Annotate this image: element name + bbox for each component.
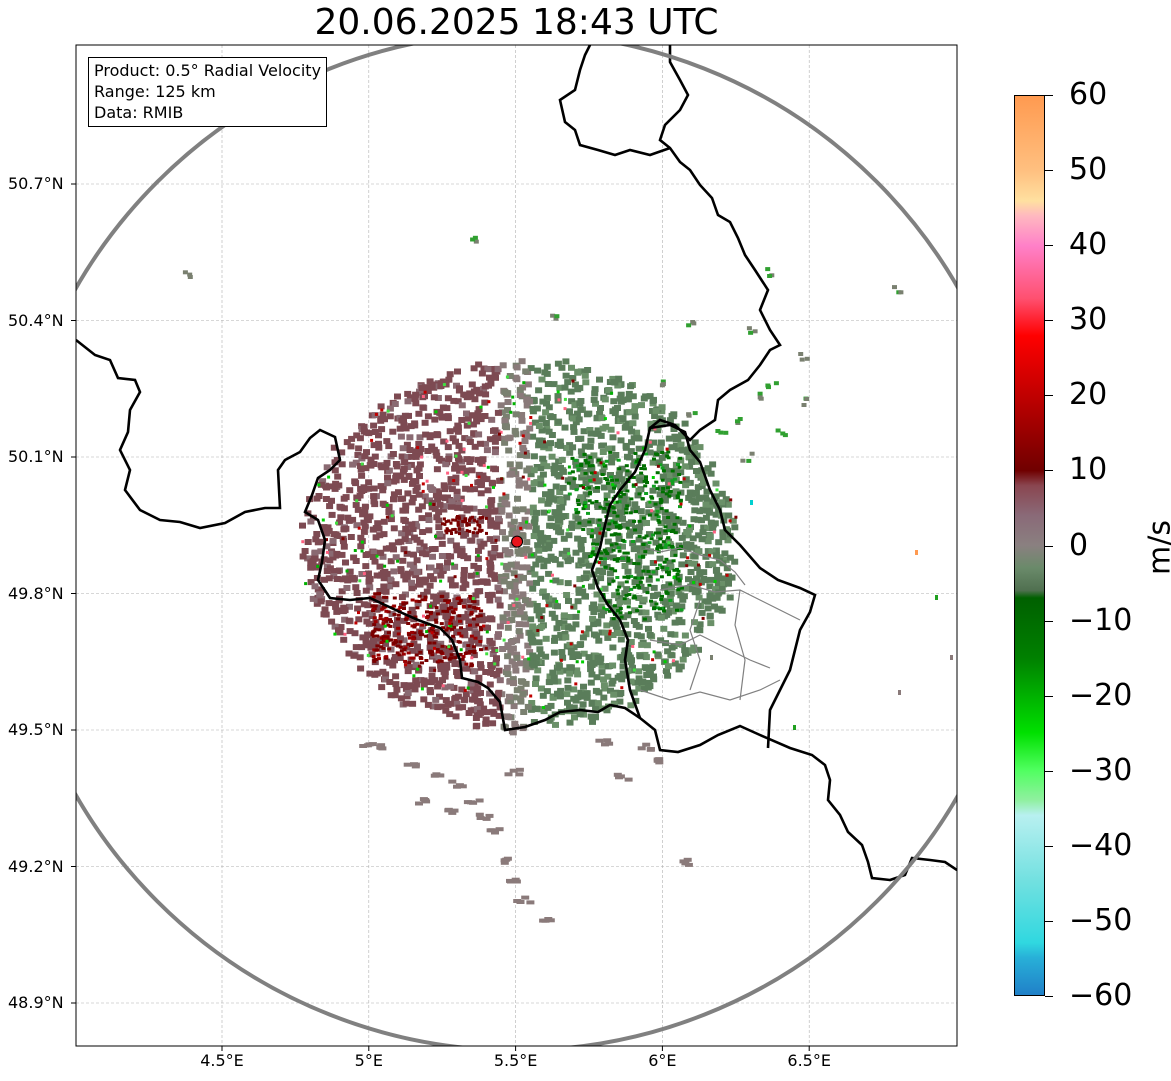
colorbar-tick-label: −20	[1069, 677, 1133, 713]
border-france-belgium-west	[76, 338, 957, 882]
colorbar-tick	[1045, 395, 1053, 397]
lon-tick-label: 6°E	[648, 1051, 677, 1070]
colorbar-tick	[1045, 245, 1053, 247]
colorbar-tick	[1045, 95, 1053, 96]
colorbar-tick-label: −10	[1069, 602, 1133, 638]
info-range: Range: 125 km	[94, 82, 216, 101]
colorbar-tick	[1045, 620, 1053, 622]
colorbar-tick-label: −50	[1069, 902, 1133, 938]
map-frame	[75, 44, 958, 1047]
colorbar-tick	[1045, 770, 1053, 772]
axis-ticks	[71, 183, 810, 1051]
lon-tick-label: 5°E	[354, 1051, 383, 1070]
lat-tick-label: 49.5°N	[8, 720, 64, 739]
lat-tick-label: 50.4°N	[8, 310, 64, 330]
country-borders	[76, 45, 957, 882]
colorbar-tick-label: 20	[1069, 377, 1108, 413]
lon-tick-label: 4.5°E	[200, 1051, 244, 1070]
colorbar-tick	[1045, 320, 1053, 322]
colorbar-tick	[1045, 920, 1053, 922]
colorbar-tick-label: −60	[1069, 978, 1133, 1013]
colorbar-tick	[1045, 170, 1053, 172]
admin-border	[639, 547, 801, 701]
colorbar-tick-label: 50	[1069, 152, 1108, 188]
map-title: 20.06.2025 18:43 UTC	[314, 2, 719, 43]
lat-tick-label: 49.8°N	[8, 583, 64, 603]
colorbar-tick-label: −30	[1069, 752, 1133, 788]
colorbar-unit-label: m/s	[1142, 520, 1171, 575]
lon-tick-label: 6.5°E	[787, 1051, 831, 1070]
colorbar-tick	[1045, 470, 1053, 472]
colorbar-tick	[1045, 545, 1053, 547]
colorbar	[1014, 95, 1045, 996]
info-data-source: Data: RMIB	[94, 103, 184, 122]
border-lux-germany	[590, 423, 817, 749]
colorbar-tick-label: 60	[1069, 77, 1108, 112]
colorbar-tick-label: 10	[1069, 452, 1108, 488]
colorbar-tick-label: 30	[1069, 302, 1108, 338]
colorbar-tick	[1045, 845, 1053, 847]
colorbar-tick-label: −40	[1069, 827, 1133, 863]
plot-frame	[75, 44, 958, 1047]
lat-tick-label: 49.2°N	[8, 856, 64, 876]
colorbar-tick-label: 40	[1069, 227, 1108, 263]
lat-tick-label: 50.7°N	[8, 174, 64, 193]
lat-tick-label: 50.1°N	[8, 447, 64, 466]
lon-tick-label: 5.5°E	[493, 1051, 538, 1070]
lat-tick-label: 48.9°N	[8, 993, 64, 1012]
info-product: Product: 0.5° Radial Velocity	[94, 61, 322, 80]
border-belgium-germany-north	[558, 45, 782, 442]
radar-site-marker[interactable]	[511, 535, 524, 548]
info-box: Product: 0.5° Radial Velocity Range: 125…	[88, 57, 328, 127]
colorbar-tick	[1045, 996, 1053, 997]
colorbar-tick-label: 0	[1069, 527, 1089, 563]
colorbar-tick	[1045, 695, 1053, 697]
